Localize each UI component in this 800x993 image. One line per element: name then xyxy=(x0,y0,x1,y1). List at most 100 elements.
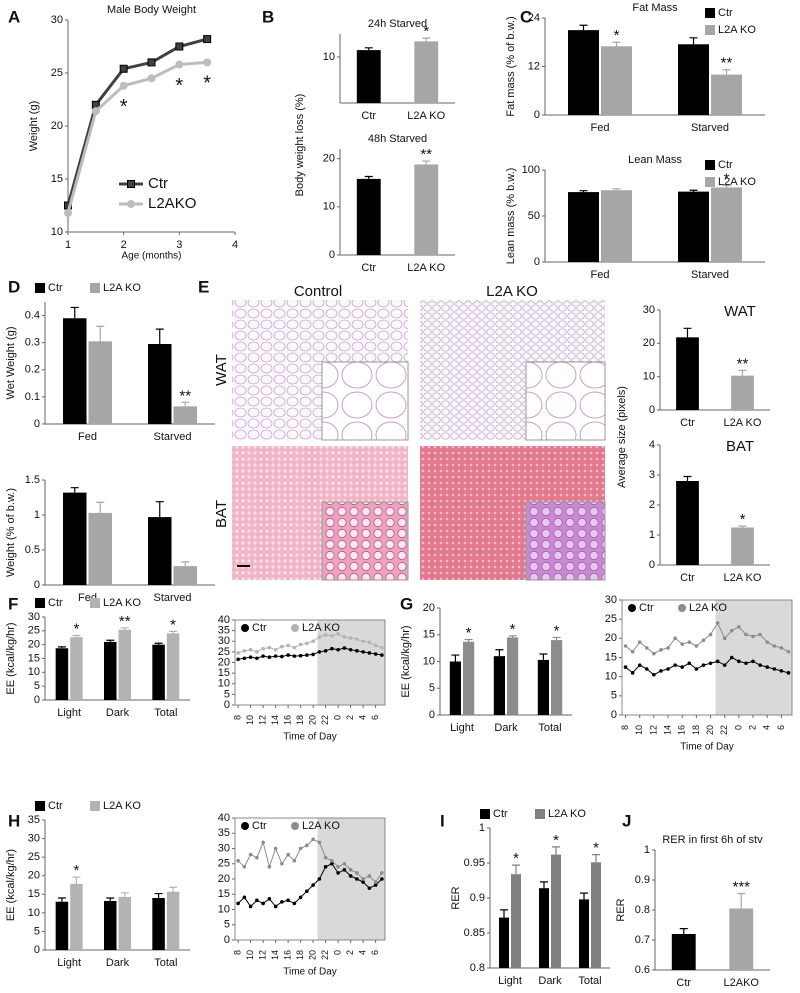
error-bar xyxy=(181,401,190,407)
error-bar xyxy=(120,627,129,630)
y-tick-label: 20 xyxy=(51,120,63,132)
bar xyxy=(148,517,172,585)
legend-label: Ctr xyxy=(639,602,654,614)
error-bar xyxy=(495,649,504,657)
point xyxy=(623,644,628,648)
x-tick-label: 4 xyxy=(358,715,368,720)
error-bar xyxy=(364,175,373,179)
legend-swatch xyxy=(90,598,100,608)
y-tick-label: 1 xyxy=(644,844,650,856)
y-axis-label: Lean mass (% b.w.) xyxy=(505,168,517,265)
dark-period xyxy=(317,620,385,705)
point xyxy=(772,644,777,648)
error-bar xyxy=(592,854,600,863)
bar xyxy=(731,527,754,565)
point xyxy=(298,895,303,900)
x-tick-label: 2 xyxy=(345,950,355,955)
x-tick-label: Total xyxy=(538,722,561,734)
significance: * xyxy=(73,862,79,879)
point xyxy=(311,837,315,842)
y-tick-label: 0.9 xyxy=(470,892,485,904)
point xyxy=(286,898,290,903)
point xyxy=(236,651,240,655)
point xyxy=(367,640,372,645)
y-axis-label: Weight (% of b.w.) xyxy=(5,488,17,577)
point xyxy=(255,650,259,654)
point xyxy=(644,667,649,671)
point xyxy=(255,898,259,903)
y-tick-label: 10 xyxy=(323,51,335,63)
y-tick-label: 30 xyxy=(51,14,63,26)
error-bar xyxy=(737,892,746,909)
error-bar xyxy=(539,653,548,660)
y-tick-label: 25 xyxy=(605,613,617,625)
chart-title: Fat Mass xyxy=(632,2,678,14)
point xyxy=(751,659,755,664)
x-tick-label: Light xyxy=(57,957,81,969)
y-tick-label: 15 xyxy=(218,667,230,679)
y-tick-label: 5 xyxy=(224,688,230,700)
point xyxy=(311,883,315,887)
point xyxy=(744,632,748,637)
y-tick-label: 15 xyxy=(605,651,617,663)
x-tick-label: 4 xyxy=(358,950,368,955)
bar xyxy=(711,187,742,262)
bar xyxy=(731,375,754,410)
legend-swatch xyxy=(90,283,100,293)
point xyxy=(673,663,677,667)
bar xyxy=(493,656,505,715)
point xyxy=(298,642,303,647)
chart-title: BAT xyxy=(726,438,754,455)
significance: ** xyxy=(179,387,191,404)
y-tick-label: 12 xyxy=(528,60,540,72)
bar xyxy=(711,74,742,115)
legend-label: Ctr xyxy=(148,175,168,192)
point xyxy=(772,667,777,671)
error-bar xyxy=(679,928,688,934)
y-tick-label: 20 xyxy=(218,873,230,885)
y-tick-label: 15 xyxy=(423,629,435,641)
point xyxy=(380,653,384,657)
y-tick-label: 25 xyxy=(28,625,40,637)
x-tick-label: Ctr xyxy=(361,110,376,122)
chart-title: 48h Starved xyxy=(368,133,427,145)
point xyxy=(758,632,762,637)
x-tick-label: 6 xyxy=(776,725,786,730)
column-label: Control xyxy=(294,283,342,300)
point xyxy=(203,35,212,44)
y-tick-label: 10 xyxy=(218,678,230,690)
chart-title: WAT xyxy=(724,303,756,320)
error-bar xyxy=(96,325,105,342)
point xyxy=(765,665,770,669)
x-tick-label: L2A KO xyxy=(724,572,762,584)
point xyxy=(687,640,692,644)
point xyxy=(255,855,259,860)
legend-label: Ctr xyxy=(252,622,267,634)
y-tick-label: 0 xyxy=(34,418,40,430)
bar xyxy=(601,190,632,262)
x-tick-label: Ctr xyxy=(680,417,695,429)
point xyxy=(708,661,713,666)
column-label: L2A KO xyxy=(486,283,538,300)
point xyxy=(273,846,278,851)
y-tick-label: 0.2 xyxy=(25,364,40,376)
x-tick-label: Light xyxy=(450,722,474,734)
y-tick-label: 20 xyxy=(643,337,655,349)
bar xyxy=(63,492,87,585)
y-tick-label: 4 xyxy=(649,439,655,451)
x-tick-label: 18 xyxy=(295,715,305,725)
y-tick-label: 0 xyxy=(429,709,435,721)
bar xyxy=(671,934,696,970)
x-tick-label: 18 xyxy=(691,725,701,735)
point xyxy=(242,865,247,869)
legend-label: L2AKO xyxy=(148,195,196,212)
point xyxy=(680,665,685,669)
chart-title: 24h Starved xyxy=(368,18,427,30)
point xyxy=(91,107,100,116)
point xyxy=(722,663,727,667)
error-bar xyxy=(722,185,731,188)
error-bar xyxy=(579,24,588,31)
point xyxy=(652,672,656,677)
y-tick-label: 40 xyxy=(218,614,230,626)
